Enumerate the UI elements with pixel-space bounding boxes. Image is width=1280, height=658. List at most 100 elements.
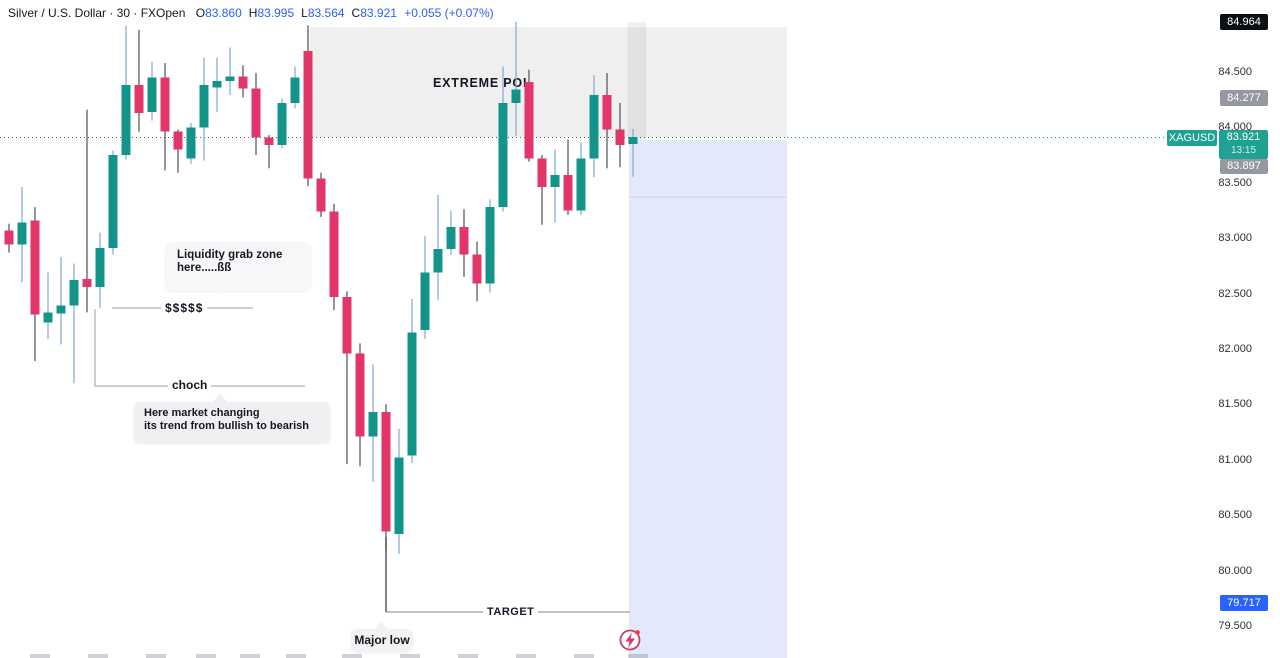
candle-body[interactable] [342,296,352,354]
candle-body[interactable] [316,178,326,212]
symbol-info-bar[interactable]: Silver / U.S. Dollar · 30 · FXOpen O83.8… [8,6,494,20]
ohlc-key: L [301,6,308,20]
candle-body[interactable] [446,227,456,250]
liquidity-callout[interactable]: Liquidity grab zone here.....ßß [165,242,311,296]
callout-tail [373,621,389,631]
candle-body[interactable] [134,85,144,113]
candle-body[interactable] [355,353,365,437]
bar-countdown: 13:15 [1230,145,1257,156]
trend-change-callout[interactable]: Here market changing its trend from bull… [134,393,330,443]
candle-body[interactable] [602,95,612,130]
candle-body[interactable] [589,95,599,159]
price-tick-label: 79.500 [1218,620,1252,632]
candle-body[interactable] [537,158,547,188]
candle-body[interactable] [576,158,586,211]
price-tick-label: 82.000 [1218,343,1252,355]
price-tick-label: 81.500 [1218,398,1252,411]
choch-label[interactable]: choch [168,378,212,392]
trend-change-line1: Here market changing [144,407,260,419]
candle-body[interactable] [511,89,521,103]
candle-body[interactable] [498,102,508,208]
candle-body[interactable] [277,102,287,146]
candle-body[interactable] [472,254,482,284]
candle-body[interactable] [95,248,105,287]
candle-body[interactable] [368,412,378,437]
candle-body[interactable] [212,80,222,88]
time-axis-label-fragment [88,654,108,658]
time-axis-label-fragment [458,654,478,658]
candle-body[interactable] [563,174,573,211]
candle-body[interactable] [433,249,443,273]
ohlc-value: 83.564 [307,6,345,20]
time-axis-label-fragment [342,654,362,658]
candle-body[interactable] [108,154,118,249]
candle-body[interactable] [147,77,157,112]
candle-body[interactable] [17,222,27,245]
current-price-badge[interactable]: 83.921 13:15 [1219,129,1268,159]
price-tick-label: 83.500 [1218,176,1252,189]
supply-zone-rectangle[interactable] [310,27,787,137]
target-price-badge: 79.717 [1220,594,1268,611]
target-zone-rectangle[interactable] [629,140,787,658]
liquidity-price-label[interactable]: $$$$$ [161,301,208,315]
candle-body[interactable] [485,207,495,284]
major-low-label: Major low [354,633,410,647]
candle-body[interactable] [628,137,638,144]
ohlc-values: O83.860 H83.995 L83.564 C83.921 [189,6,397,20]
candle-body[interactable] [615,129,625,146]
callout-tail [211,283,227,296]
price-tick-label: 82.500 [1218,287,1252,300]
extreme-poi-label: EXTREME POI [433,76,527,90]
candle-body[interactable] [394,457,404,534]
ohlc-value: 83.921 [360,6,397,20]
ohlc-key: O [195,6,206,20]
candle-body[interactable] [420,272,430,331]
candle-body[interactable] [303,50,313,179]
candle-body[interactable] [4,230,14,245]
current-price-value: 83.921 [1226,131,1261,143]
candle-body[interactable] [121,85,131,155]
candle-body[interactable] [329,211,339,297]
time-axis-label-fragment [196,654,216,658]
candle-body[interactable] [407,332,417,456]
liquidity-callout-line1: Liquidity grab zone [177,249,283,261]
candle-body[interactable] [82,279,92,287]
lightning-bolt-icon [625,632,635,648]
candle-body[interactable] [173,131,183,150]
candle-body[interactable] [30,220,40,315]
trend-change-line2: its trend from bullish to bearish [144,420,310,432]
lower-gray-price-badge: 83.897 [1220,158,1268,174]
candle-body[interactable] [225,76,235,81]
candle-body[interactable] [550,174,560,188]
ohlc-key: H [248,6,258,20]
major-low-callout[interactable]: Major low [351,621,413,652]
symbol-badge: XAGUSD [1167,129,1217,146]
candle-body[interactable] [69,280,79,306]
ohlc-key: C [351,6,361,20]
candle-body[interactable] [381,412,391,532]
candle-body[interactable] [264,137,274,146]
price-tick-label: 83.000 [1218,232,1252,245]
candle-body[interactable] [459,227,469,255]
time-axis-label-fragment [516,654,536,658]
time-axis-label-fragment [574,654,594,658]
target-label[interactable]: TARGET [483,606,539,618]
choch-line[interactable] [94,309,305,387]
high-price-badge: 84.964 [1220,13,1268,30]
candle-body[interactable] [199,85,209,128]
candle-body[interactable] [290,77,300,103]
candle-body[interactable] [186,127,196,159]
time-axis-label-fragment [400,654,420,658]
candle-body[interactable] [43,312,53,323]
time-axis-label-fragment [286,654,306,658]
candle-body[interactable] [251,88,261,138]
ohlc-value: 83.860 [205,6,242,20]
candle-body[interactable] [56,305,66,314]
candle-body[interactable] [160,77,170,132]
symbol-title[interactable]: Silver / U.S. Dollar · 30 · FXOpen [8,6,186,20]
candle-body[interactable] [524,81,534,159]
candle-body[interactable] [238,76,248,89]
time-axis-label-fragment [30,654,50,658]
